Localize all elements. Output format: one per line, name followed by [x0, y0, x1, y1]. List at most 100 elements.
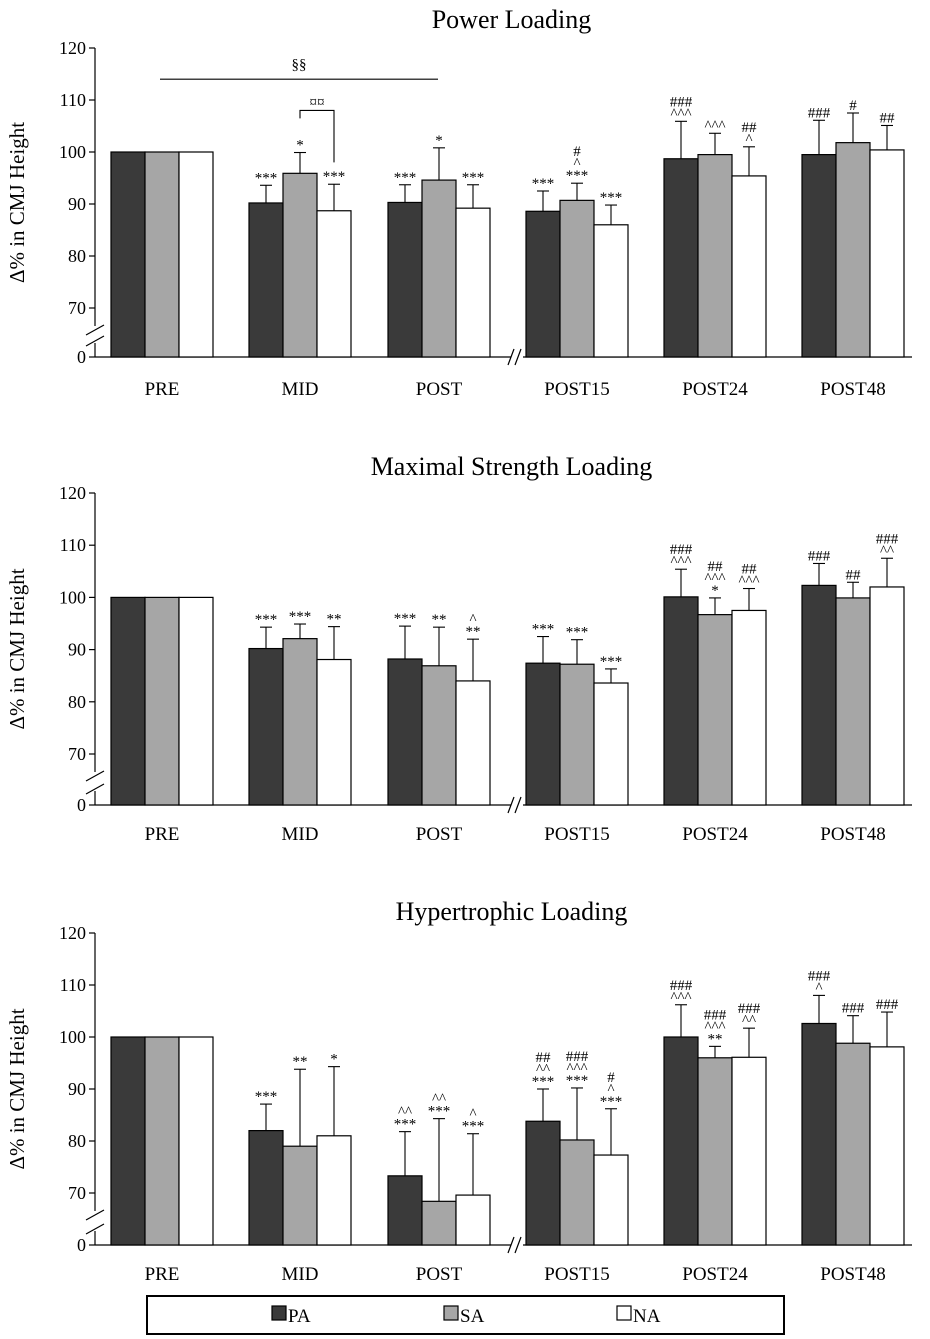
- x-tick-label: PRE: [145, 379, 180, 400]
- bar-sa: [697, 154, 733, 358]
- bar-sa: [835, 597, 871, 806]
- significance-marker: *: [330, 1052, 338, 1068]
- significance-marker: # ^ ***: [600, 1070, 623, 1110]
- y-tick-label: 120: [59, 38, 86, 58]
- significance-marker: ^^ ***: [428, 1092, 451, 1120]
- x-axis-break-mark: [507, 796, 515, 814]
- y-tick-label: 70: [68, 1183, 86, 1203]
- bar-na: [455, 680, 491, 806]
- bar-na: [178, 596, 214, 806]
- x-tick-label: POST15: [544, 1264, 609, 1285]
- bar-pa: [387, 201, 423, 358]
- bar-na: [869, 149, 905, 358]
- bar-sa: [282, 1145, 318, 1246]
- significance-marker: ## ^^^ *: [704, 559, 725, 599]
- y-axis-break-mark: [85, 335, 105, 347]
- bar-pa: [110, 596, 146, 806]
- y-axis-label: Δ% in CMJ Height: [5, 122, 29, 283]
- x-tick-label: POST24: [682, 1264, 748, 1285]
- x-axis-break-mark: [507, 348, 515, 366]
- y-tick-label: 70: [68, 744, 86, 764]
- y-tick-label: 90: [68, 1079, 86, 1099]
- significance-marker: ## ^^ ***: [532, 1050, 555, 1090]
- x-tick-label: POST48: [820, 1264, 885, 1285]
- comparison-bracket: [299, 109, 335, 163]
- y-tick-label: 80: [68, 1131, 86, 1151]
- x-tick-label: POST15: [544, 379, 609, 400]
- bar-na: [455, 1194, 491, 1246]
- significance-marker: ^ ***: [462, 1107, 485, 1135]
- x-tick-label: MID: [282, 379, 319, 400]
- significance-marker: ***: [394, 611, 417, 627]
- significance-marker: ##: [846, 567, 862, 583]
- bar-sa: [697, 1057, 733, 1246]
- y-tick-label: 0: [77, 1235, 86, 1255]
- significance-marker: ***: [289, 609, 312, 625]
- bar-pa: [801, 1022, 837, 1246]
- bar-na: [869, 586, 905, 806]
- significance-marker: ##: [880, 110, 896, 126]
- chart-2: Hypertrophic Loading Δ% in CMJ Height 0 70 8…: [5, 897, 912, 1285]
- x-tick-label: POST15: [544, 824, 609, 845]
- bar-sa: [835, 1042, 871, 1246]
- legend: PA SA NA: [146, 1295, 785, 1335]
- bar-na: [455, 207, 491, 358]
- bar-sa: [144, 596, 180, 806]
- y-tick-label: 90: [68, 194, 86, 214]
- x-tick-label: POST24: [682, 379, 748, 400]
- bar-pa: [801, 584, 837, 806]
- bar-sa: [559, 663, 595, 806]
- significance-marker: ***: [394, 170, 417, 186]
- bar-pa: [663, 596, 699, 806]
- x-tick-label: MID: [282, 824, 319, 845]
- significance-marker: ###: [808, 548, 831, 564]
- bar-pa: [525, 210, 561, 358]
- x-axis-break-mark: [514, 1236, 522, 1254]
- bar-na: [731, 609, 767, 806]
- y-tick-label: 80: [68, 246, 86, 266]
- y-tick-label: 70: [68, 298, 86, 318]
- significance-marker: ## ^: [742, 120, 758, 148]
- y-tick-label: 110: [60, 90, 86, 110]
- significance-marker: ***: [462, 170, 485, 186]
- comparison-label: §§: [292, 57, 307, 73]
- significance-marker: ### ^^^: [670, 94, 693, 122]
- bar-na: [316, 658, 352, 806]
- bar-sa: [144, 1036, 180, 1246]
- bar-sa: [559, 199, 595, 358]
- chart-title: Hypertrophic Loading: [396, 897, 628, 926]
- significance-marker: ### ^^^ ***: [566, 1049, 589, 1089]
- y-tick-label: 100: [59, 587, 86, 607]
- x-tick-label: MID: [282, 1264, 319, 1285]
- bar-pa: [663, 1036, 699, 1246]
- x-tick-label: POST: [416, 1264, 463, 1285]
- significance-marker: ***: [532, 622, 555, 638]
- significance-marker: ###: [808, 105, 831, 121]
- bar-sa: [697, 614, 733, 806]
- bar-na: [731, 1056, 767, 1246]
- bar-sa: [421, 665, 457, 806]
- bar-pa: [525, 662, 561, 806]
- x-axis-break-mark: [514, 348, 522, 366]
- y-tick-label: 100: [59, 142, 86, 162]
- significance-marker: ## ^^^: [738, 562, 759, 590]
- bar-pa: [525, 1120, 561, 1246]
- y-axis-break-mark: [85, 783, 105, 795]
- bar-na: [593, 224, 629, 358]
- y-tick-label: 80: [68, 692, 86, 712]
- significance-marker: ###: [842, 1001, 865, 1017]
- y-axis-label: Δ% in CMJ Height: [5, 568, 29, 729]
- bar-pa: [387, 658, 423, 806]
- y-axis-label: Δ% in CMJ Height: [5, 1008, 29, 1169]
- bar-pa: [248, 202, 284, 358]
- y-axis-break-mark: [85, 1209, 105, 1221]
- y-tick-label: 120: [59, 483, 86, 503]
- y-tick-label: 110: [60, 535, 86, 555]
- significance-marker: ^ **: [466, 612, 481, 640]
- x-tick-label: PRE: [145, 1264, 180, 1285]
- bar-pa: [801, 154, 837, 358]
- bar-na: [178, 1036, 214, 1246]
- y-tick-label: 0: [77, 795, 86, 815]
- y-tick-label: 90: [68, 640, 86, 660]
- significance-marker: ***: [255, 170, 278, 186]
